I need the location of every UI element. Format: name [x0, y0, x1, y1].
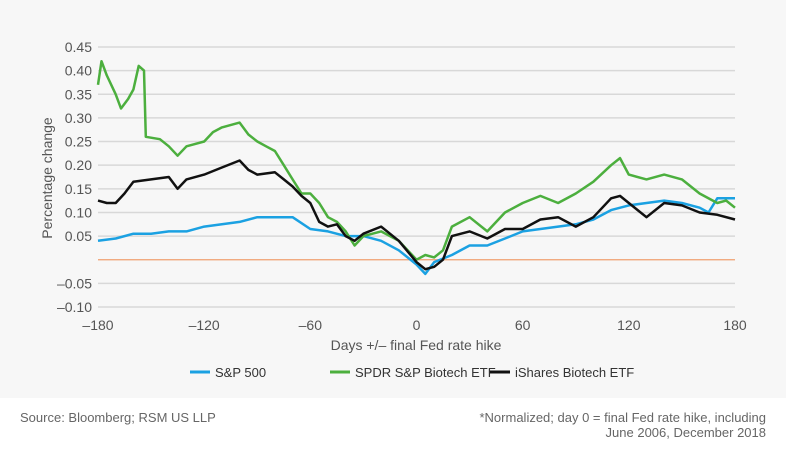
source-note: Source: Bloomberg; RSM US LLP	[20, 410, 216, 425]
x-tick-label: 0	[413, 317, 421, 333]
x-tick-label: –120	[189, 317, 220, 333]
y-tick-label: 0.20	[65, 157, 92, 173]
y-tick-label: 0.10	[65, 204, 92, 220]
x-tick-label: 180	[723, 317, 747, 333]
normalization-note: *Normalized; day 0 = final Fed rate hike…	[479, 410, 766, 440]
note-line-1: *Normalized; day 0 = final Fed rate hike…	[479, 410, 766, 425]
legend-label: S&P 500	[215, 365, 266, 380]
y-tick-label: 0.25	[65, 134, 92, 150]
chart-panel: 0.45 0.40 0.35 0.30 0.25 0.20 0.15 0.10 0.05 –0.0…	[39, 39, 747, 380]
legend: S&P 500 SPDR S&P Biotech ETF iShares Biote…	[190, 365, 634, 380]
y-axis-label: Percentage change	[39, 117, 55, 239]
legend-label: iShares Biotech ETF	[515, 365, 634, 380]
x-axis-label: Days +/– final Fed rate hike	[331, 337, 502, 353]
line-chart: 0.45 0.40 0.35 0.30 0.25 0.20 0.15 0.10 0.05 –0.0…	[39, 39, 747, 380]
x-tick-label: –180	[82, 317, 113, 333]
y-tick-label: 0.35	[65, 86, 92, 102]
note-line-2: June 2006, December 2018	[605, 425, 766, 440]
series-line	[96, 59, 736, 261]
y-tick-label: –0.10	[57, 299, 92, 315]
y-tick-label: 0.40	[65, 63, 92, 79]
y-tick-label: 0.30	[65, 110, 92, 126]
x-tick-label: 60	[515, 317, 531, 333]
y-tick-label: –0.05	[57, 275, 92, 291]
y-tick-label: 0.05	[65, 228, 92, 244]
y-tick-label: 0.45	[65, 39, 92, 55]
x-tick-label: –60	[299, 317, 323, 333]
legend-label: SPDR S&P Biotech ETF	[355, 365, 496, 380]
series-line	[97, 159, 736, 271]
x-tick-label: 120	[617, 317, 641, 333]
series-line	[97, 197, 735, 276]
y-tick-label: 0.15	[65, 181, 92, 197]
